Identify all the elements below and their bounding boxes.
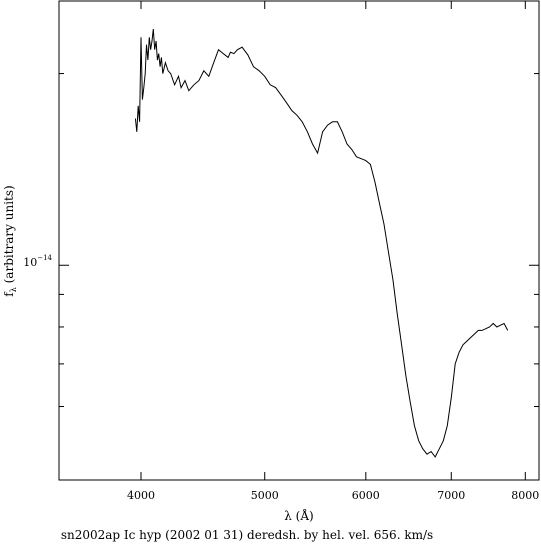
plot-frame [58, 0, 540, 481]
x-tick-label: 6000 [352, 489, 380, 502]
y-axis-ticks [59, 73, 539, 408]
spectrum-line [134, 28, 509, 458]
x-tick-label: 4000 [127, 489, 155, 502]
y-axis-label: fλ (arbitrary units) [2, 185, 18, 296]
y-axis-label-subscript: λ [9, 287, 18, 292]
chart-caption: sn2002ap Ic hyp (2002 01 31) deredsh. by… [61, 528, 433, 542]
x-axis-ticks: 4000 5000 6000 7000 8000 [127, 1, 539, 502]
y-axis-label-symbol: f [2, 291, 16, 297]
y-axis-label-units: (arbitrary units) [2, 185, 16, 287]
x-tick-label: 8000 [511, 489, 539, 502]
x-axis-label: λ (Å) [284, 508, 313, 523]
y-major-tick-exponent: −14 [37, 254, 52, 262]
y-major-tick-mantissa: 10 [23, 256, 37, 269]
y-major-tick-label: 10−14 [23, 254, 52, 269]
x-tick-label: 7000 [437, 489, 465, 502]
x-tick-label: 5000 [251, 489, 279, 502]
